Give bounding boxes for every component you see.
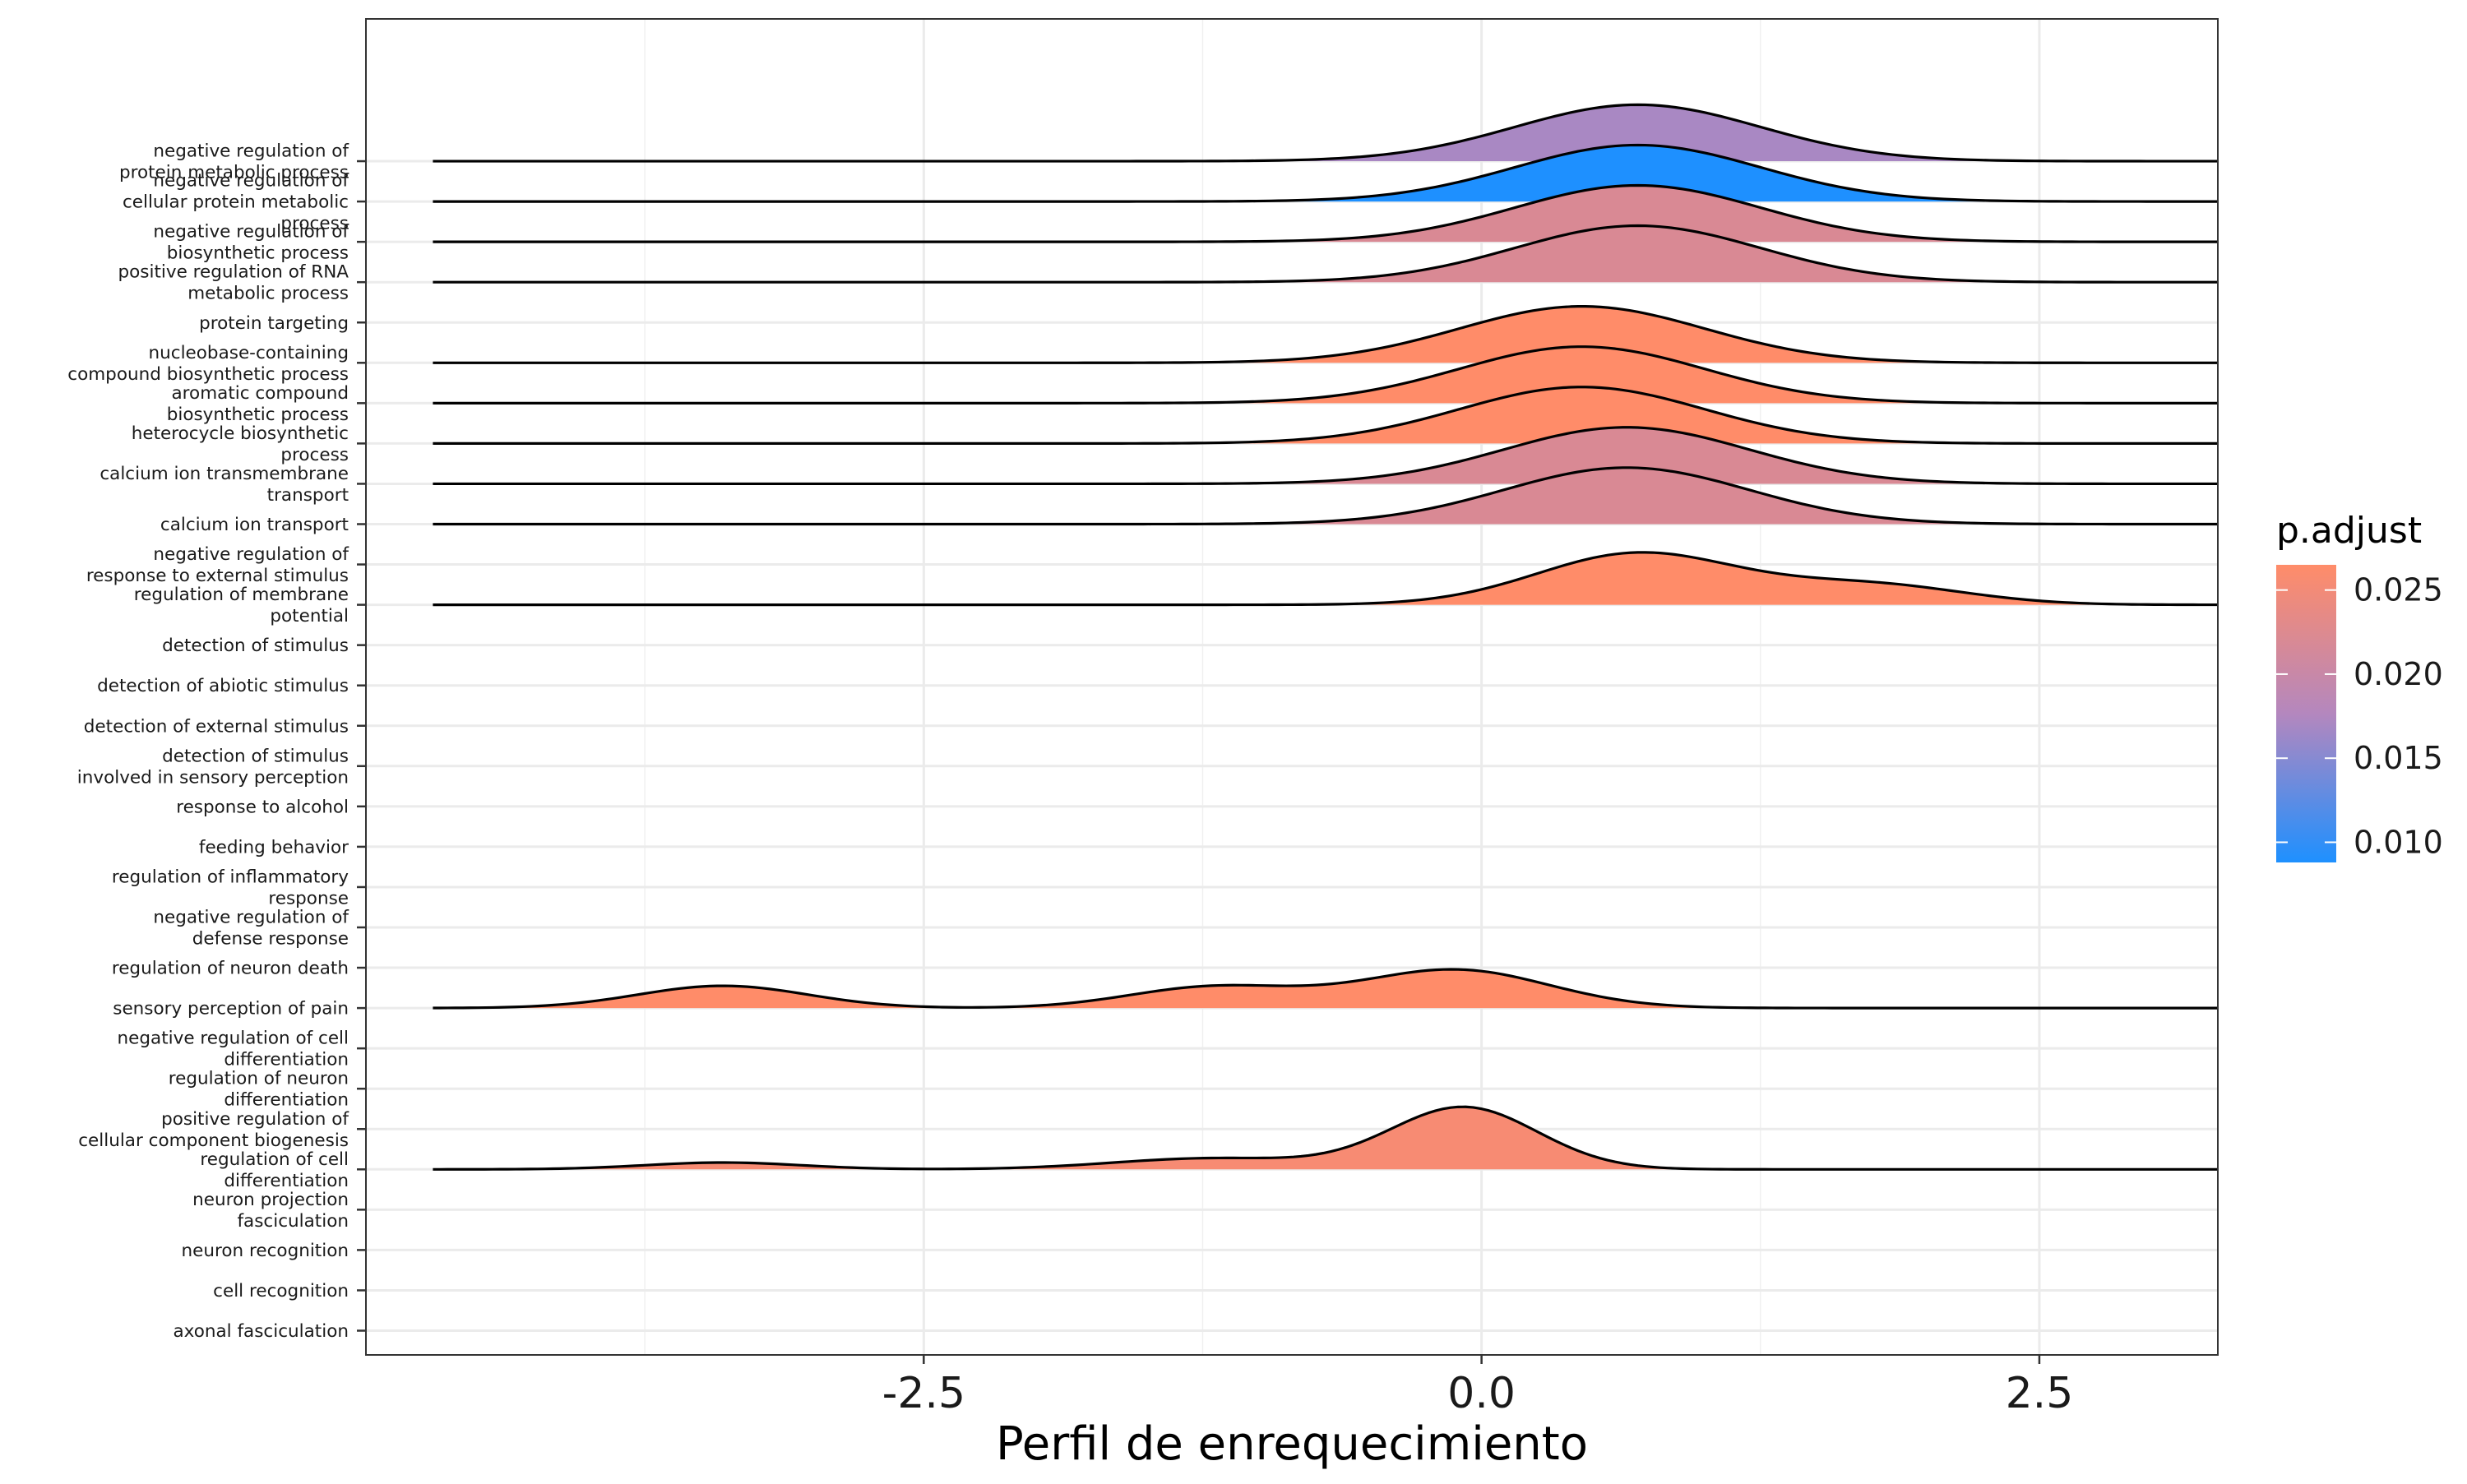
y-tick-label: negative regulation of defense response [153,908,349,950]
y-tick-label: detection of stimulus [162,636,349,656]
y-tick-label: positive regulation of cellular component… [78,1109,349,1151]
ridge-line [433,224,2218,284]
y-tick-label: nucleobase-containing compound biosynthet… [67,343,349,385]
y-axis-ticks [357,159,366,1332]
ridge-line [433,968,2218,1010]
ridge-fill [433,145,2218,202]
ridge-fill [433,427,2218,484]
y-tick-label: regulation of cell differentiation [200,1149,349,1191]
y-tick-label: calcium ion transport [160,515,349,535]
y-tick-label: detection of stimulus involved in sensory… [77,746,349,788]
ridge-fill [433,969,2218,1009]
legend: p.adjust 0.025 0.020 0.015 0.010 [2276,510,2443,862]
y-tick-label: axonal fasciculation [173,1321,349,1342]
y-tick-label: regulation of neuron death [112,959,349,979]
ridge-line [433,103,2218,163]
ridge-line [433,551,2218,607]
y-tick-label: neuron recognition [182,1241,349,1261]
ridge-fill [433,225,2218,283]
y-tick-label: detection of external stimulus [84,716,349,737]
ridge-densities [433,103,2218,1171]
y-tick-label: heterocycle biosynthetic process [132,423,349,465]
ridge-line [433,305,2218,364]
y-tick-label: response to alcohol [176,797,349,817]
legend-tick-label: 0.015 [2354,740,2443,776]
x-axis-ticks: -2.5 0.0 2.5 [882,1355,2074,1418]
ridge-line [433,183,2218,243]
ridge-fill [433,1107,2218,1170]
legend-ticks: 0.025 0.020 0.015 0.010 [2276,572,2443,860]
y-tick-label: protein targeting [199,313,349,334]
y-tick-label: negative regulation of cell differentiati… [118,1029,349,1070]
ridge-line [433,345,2218,405]
y-tick-label: cell recognition [213,1281,349,1301]
ridge-line [433,1105,2218,1171]
y-axis-labels: axonal fasciculation cell recognition neur… [67,141,349,1342]
y-tick-label: negative regulation of biosynthetic proce… [153,222,349,264]
legend-tick-label: 0.025 [2354,572,2443,608]
x-tick-label: -2.5 [882,1369,965,1418]
y-tick-label: regulation of inflammatory response [112,867,349,909]
ridge-line [433,466,2218,526]
ridge-line [433,426,2218,486]
ridge-fill [433,346,2218,404]
y-tick-label: feeding behavior [199,837,349,858]
y-tick-label: sensory perception of pain [113,999,349,1019]
legend-tick-label: 0.010 [2354,824,2443,860]
y-tick-label: negative regulation of response to extern… [86,544,349,586]
ridge-fill [433,104,2218,162]
y-tick-label: detection of abiotic stimulus [97,676,349,696]
y-tick-label: neuron projection fasciculation [192,1190,349,1232]
ridge-line [433,143,2218,203]
ridge-fill [433,552,2218,605]
y-tick-label: regulation of neuron differentiation [169,1069,349,1111]
ridge-fill [433,467,2218,525]
x-axis-title: Perfil de enrequecimiento [996,1417,1588,1471]
ridge-fill [433,306,2218,363]
ridge-fill [433,386,2218,444]
legend-title: p.adjust [2276,510,2422,552]
y-tick-label: aromatic compound biosynthetic process [167,383,349,425]
y-tick-label: negative regulation of cellular protein m… [123,171,349,234]
x-tick-label: 0.0 [1447,1369,1516,1418]
y-tick-label: calcium ion transmembrane transport [100,464,349,506]
x-tick-label: 2.5 [2006,1369,2074,1418]
y-tick-label: positive regulation of RNA metabolic proc… [118,262,349,304]
ridge-line [433,386,2218,445]
ridge-fill [433,185,2218,243]
y-tick-label: regulation of membrane potential [134,585,349,626]
panel-border [365,18,2219,1356]
legend-tick-label: 0.020 [2354,656,2443,692]
legend-colorbar [2276,565,2336,862]
y-tick-label: negative regulation of protein metabolic … [119,141,349,183]
